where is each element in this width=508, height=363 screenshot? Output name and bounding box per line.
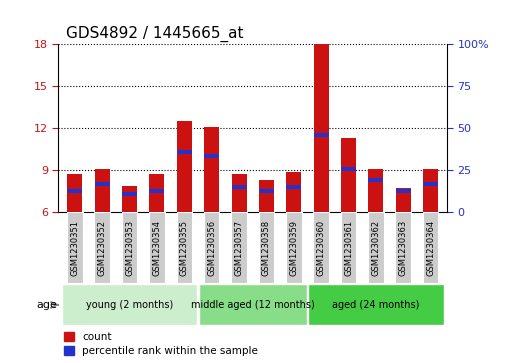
Bar (396, 189, 411, 193)
Bar (308, 285, 444, 325)
Bar (232, 174, 246, 212)
Bar (94, 169, 110, 212)
Bar (368, 169, 384, 212)
Bar (177, 150, 192, 154)
Bar (94, 212, 110, 283)
Bar (231, 212, 247, 283)
Text: young (2 months): young (2 months) (86, 300, 173, 310)
Bar (68, 189, 82, 193)
Text: GSM1230356: GSM1230356 (207, 220, 216, 276)
Bar (232, 185, 246, 189)
Legend: count, percentile rank within the sample: count, percentile rank within the sample (64, 332, 258, 356)
Text: GSM1230364: GSM1230364 (426, 220, 435, 276)
Bar (341, 167, 356, 171)
Text: GSM1230360: GSM1230360 (316, 220, 326, 276)
Text: GSM1230362: GSM1230362 (371, 220, 380, 276)
Bar (61, 285, 198, 325)
Text: GSM1230357: GSM1230357 (235, 220, 243, 276)
Bar (423, 169, 438, 212)
Text: GSM1230354: GSM1230354 (152, 220, 162, 276)
Bar (341, 138, 356, 212)
Bar (122, 212, 137, 283)
Text: GSM1230359: GSM1230359 (289, 220, 298, 276)
Bar (286, 212, 302, 283)
Bar (199, 285, 307, 325)
Bar (341, 212, 356, 283)
Bar (149, 174, 165, 212)
Text: GSM1230358: GSM1230358 (262, 220, 271, 276)
Bar (313, 212, 329, 283)
Bar (313, 44, 329, 212)
Bar (396, 188, 411, 212)
Text: GSM1230363: GSM1230363 (399, 220, 408, 276)
Text: age: age (37, 300, 57, 310)
Bar (423, 212, 438, 283)
Bar (313, 133, 329, 137)
Bar (176, 212, 192, 283)
Bar (149, 189, 165, 192)
Bar (122, 192, 137, 196)
Bar (204, 212, 219, 283)
Text: GSM1230352: GSM1230352 (98, 220, 107, 276)
Bar (368, 212, 384, 283)
Bar (122, 185, 137, 212)
Bar (259, 180, 274, 212)
Text: aged (24 months): aged (24 months) (332, 300, 420, 310)
Text: GSM1230351: GSM1230351 (70, 220, 79, 276)
Bar (259, 189, 274, 193)
Bar (286, 172, 301, 212)
Bar (177, 121, 192, 212)
Bar (204, 127, 219, 212)
Bar (368, 178, 384, 182)
Bar (423, 182, 438, 186)
Bar (259, 212, 274, 283)
Bar (286, 185, 301, 189)
Text: GSM1230355: GSM1230355 (180, 220, 189, 276)
Bar (67, 212, 83, 283)
Bar (204, 154, 219, 158)
Bar (68, 174, 82, 212)
Bar (395, 212, 411, 283)
Text: middle aged (12 months): middle aged (12 months) (191, 300, 314, 310)
Text: GSM1230353: GSM1230353 (125, 220, 134, 276)
Text: GDS4892 / 1445665_at: GDS4892 / 1445665_at (66, 26, 244, 42)
Text: GSM1230361: GSM1230361 (344, 220, 353, 276)
Bar (149, 212, 165, 283)
Bar (94, 182, 110, 186)
